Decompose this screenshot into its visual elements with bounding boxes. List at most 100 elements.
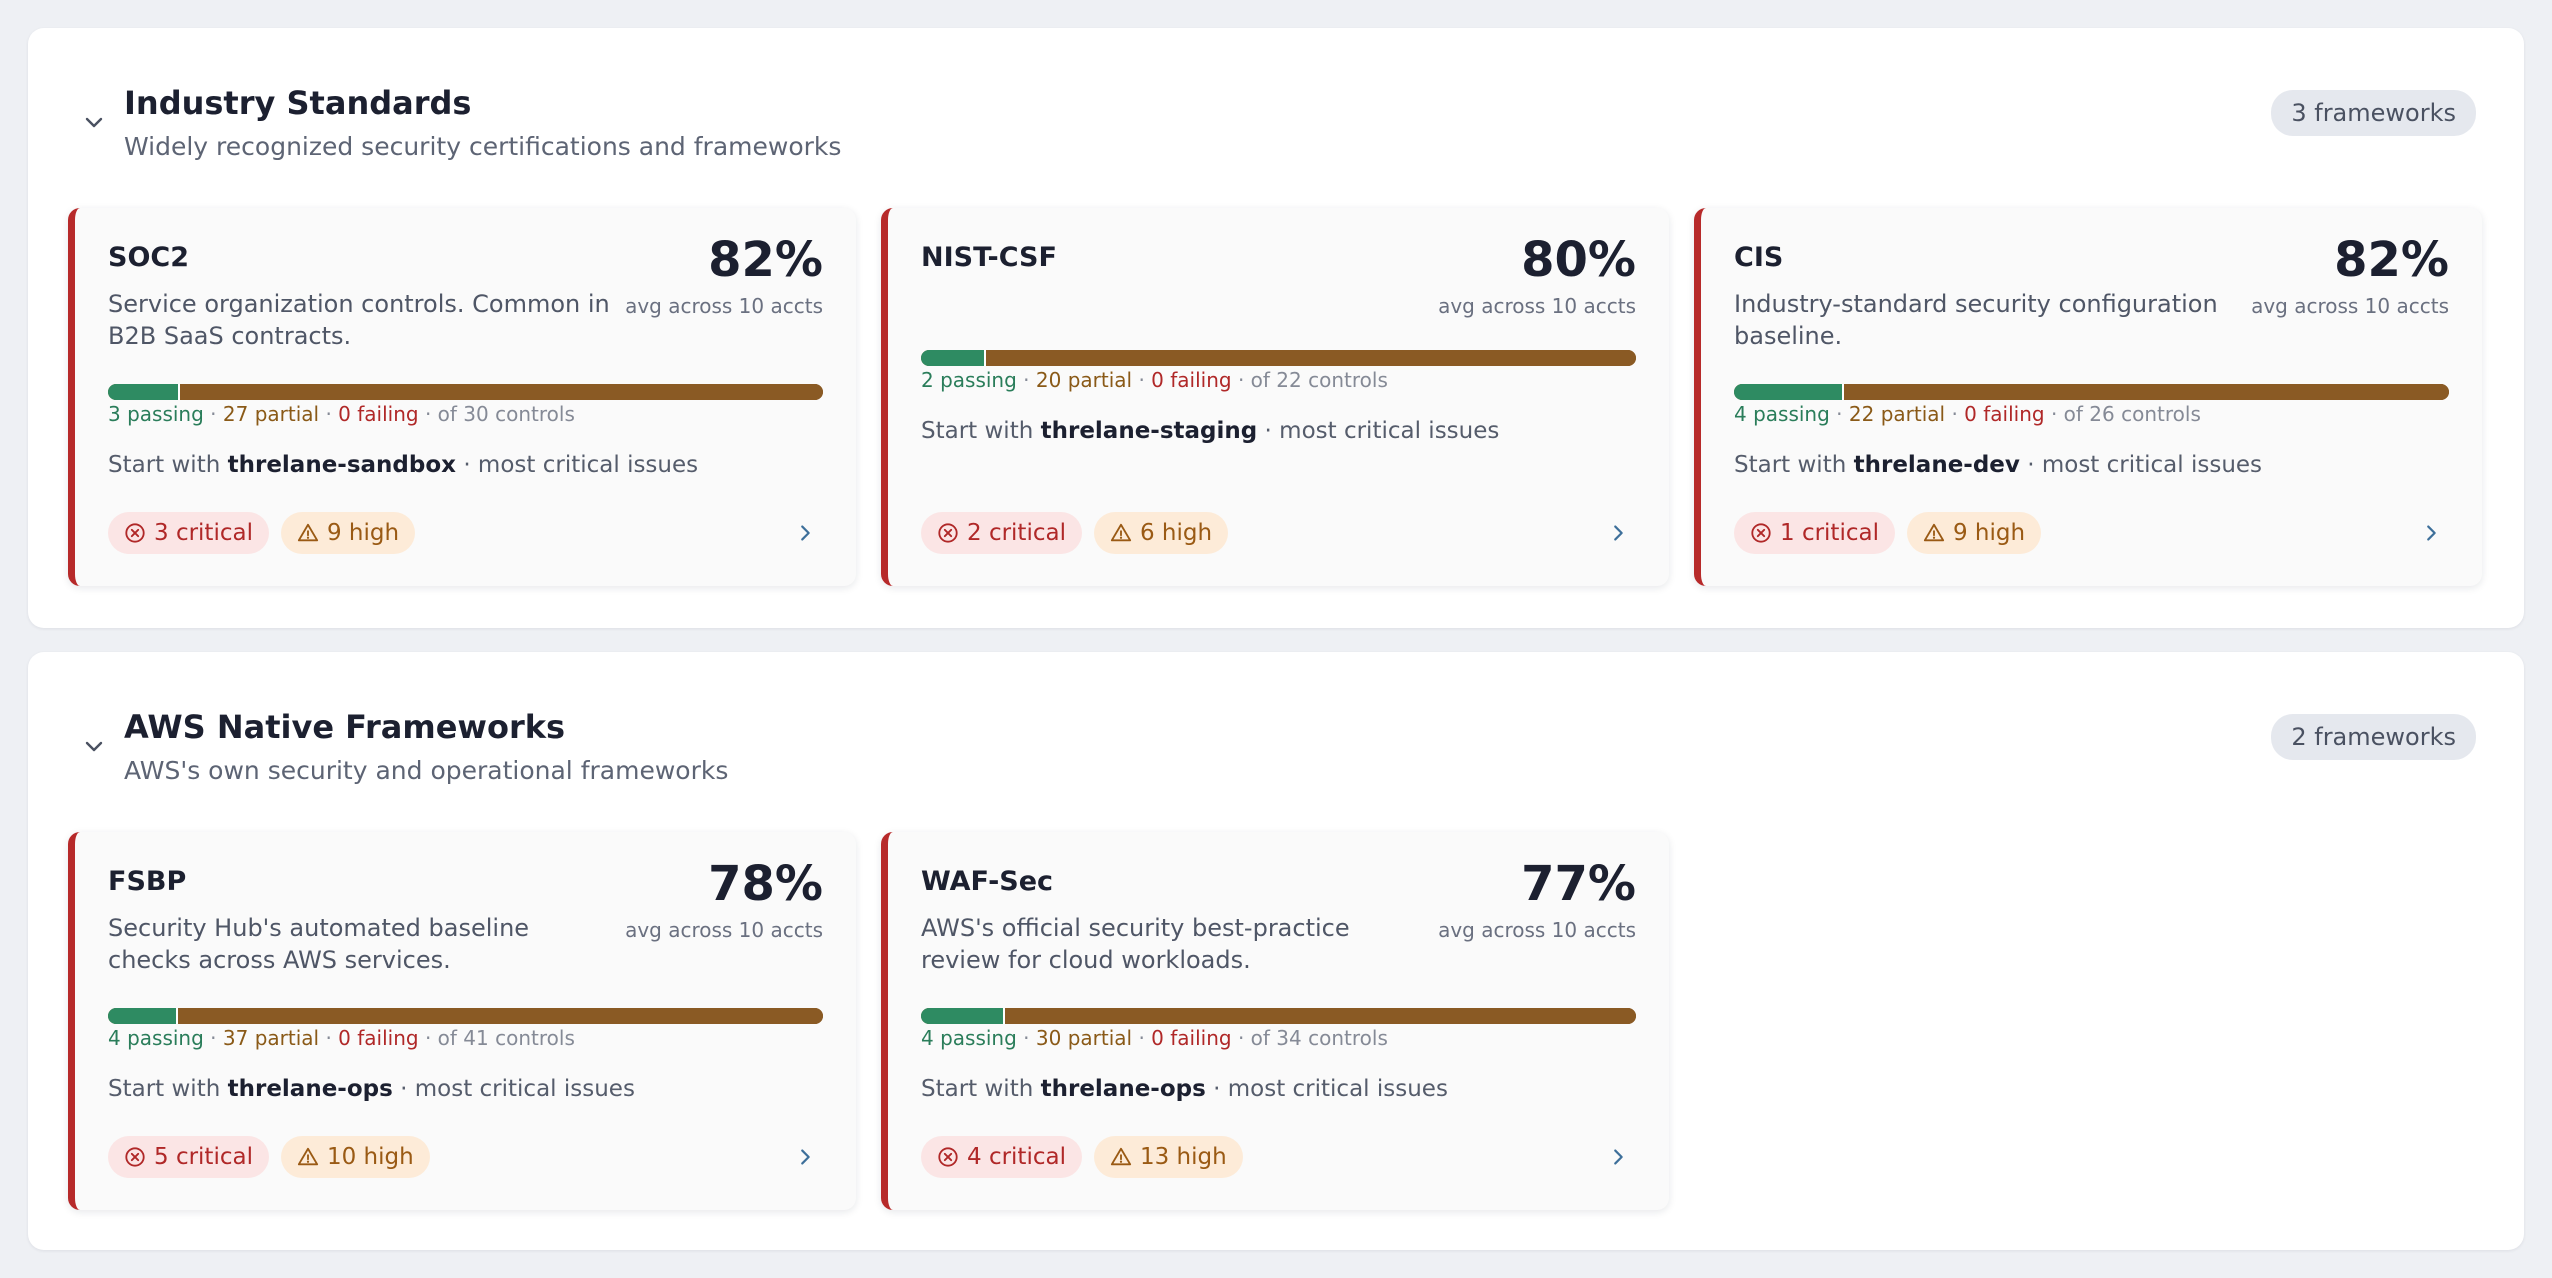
passing-count: 4 passing — [1734, 402, 1830, 426]
high-badge: 9 high — [280, 512, 416, 554]
progress-passing — [108, 1008, 178, 1024]
framework-name: WAF-Sec — [921, 866, 1054, 897]
framework-description: AWS's official security best-practice re… — [921, 914, 1350, 974]
failing-count: 0 failing — [1964, 402, 2045, 426]
warning-triangle-icon — [297, 1146, 319, 1168]
controls-stats: 4 passing · 30 partial · 0 failing · of … — [921, 1026, 1388, 1050]
controls-progress-bar — [108, 1008, 823, 1024]
start-with-hint: Start with threlane-staging · most criti… — [921, 418, 1499, 444]
x-circle-icon — [1750, 522, 1772, 544]
issue-badges: 3 critical 9 high — [108, 512, 416, 554]
critical-badge: 2 critical — [921, 512, 1082, 554]
start-account: threlane-dev — [1853, 452, 2020, 478]
start-suffix: · most critical issues — [1264, 418, 1500, 444]
start-prefix: Start with — [921, 1076, 1034, 1102]
chevron-right-icon[interactable] — [790, 1142, 820, 1172]
controls-progress-bar — [1734, 384, 2449, 400]
start-prefix: Start with — [921, 418, 1034, 444]
total-controls: of 41 controls — [437, 1026, 575, 1050]
high-count: 9 high — [1952, 520, 2026, 546]
controls-stats: 2 passing · 20 partial · 0 failing · of … — [921, 368, 1388, 392]
compliance-percent: 78% — [708, 856, 823, 912]
critical-count: 5 critical — [154, 1144, 253, 1170]
framework-count-badge: 2 frameworks — [2271, 714, 2476, 760]
chevron-right-icon[interactable] — [1603, 518, 1633, 548]
x-circle-icon — [124, 522, 146, 544]
avg-label: avg across 10 accts — [1438, 918, 1636, 942]
partial-count: 37 partial — [222, 1026, 320, 1050]
section-subtitle: AWS's own security and operational frame… — [124, 756, 729, 785]
controls-progress-bar — [108, 384, 823, 400]
framework-card-waf-sec[interactable]: WAF-Sec AWS's official security best-pra… — [881, 832, 1669, 1210]
progress-partial — [1005, 1008, 1636, 1024]
section-title: Industry Standards — [124, 84, 472, 122]
progress-partial — [1844, 384, 2449, 400]
start-with-hint: Start with threlane-sandbox · most criti… — [108, 452, 698, 478]
issue-badges: 2 critical 6 high — [921, 512, 1229, 554]
framework-count-badge: 3 frameworks — [2271, 90, 2476, 136]
start-account: threlane-ops — [1040, 1076, 1206, 1102]
framework-card-soc2[interactable]: SOC2 Service organization controls. Comm… — [68, 208, 856, 586]
failing-count: 0 failing — [1151, 368, 1232, 392]
issue-badges: 5 critical 10 high — [108, 1136, 430, 1178]
issue-badges: 4 critical 13 high — [921, 1136, 1243, 1178]
section-header: Industry Standards Widely recognized sec… — [28, 28, 2524, 208]
failing-count: 0 failing — [338, 1026, 419, 1050]
framework-card-cis[interactable]: CIS Industry-standard security configura… — [1694, 208, 2482, 586]
critical-badge: 3 critical — [108, 512, 269, 554]
critical-badge: 4 critical — [921, 1136, 1082, 1178]
progress-passing — [921, 1008, 1006, 1024]
section-aws-native-frameworks: AWS Native Frameworks AWS's own security… — [28, 652, 2524, 1250]
controls-stats: 3 passing · 27 partial · 0 failing · of … — [108, 402, 575, 426]
start-with-hint: Start with threlane-dev · most critical … — [1734, 452, 2262, 478]
compliance-percent: 82% — [2334, 232, 2449, 288]
progress-passing — [1734, 384, 1844, 400]
start-with-hint: Start with threlane-ops · most critical … — [921, 1076, 1448, 1102]
section-header: AWS Native Frameworks AWS's own security… — [28, 652, 2524, 832]
high-badge: 6 high — [1093, 512, 1229, 554]
framework-description: Service organization controls. Common in… — [108, 290, 610, 350]
total-controls: of 34 controls — [1250, 1026, 1388, 1050]
controls-stats: 4 passing · 37 partial · 0 failing · of … — [108, 1026, 575, 1050]
start-with-hint: Start with threlane-ops · most critical … — [108, 1076, 635, 1102]
start-prefix: Start with — [108, 1076, 221, 1102]
passing-count: 3 passing — [108, 402, 204, 426]
partial-count: 27 partial — [222, 402, 320, 426]
total-controls: of 22 controls — [1250, 368, 1388, 392]
total-controls: of 26 controls — [2063, 402, 2201, 426]
high-badge: 13 high — [1093, 1136, 1243, 1178]
progress-passing — [921, 350, 986, 366]
chevron-down-icon[interactable] — [76, 728, 112, 764]
framework-description: Security Hub's automated baseline checks… — [108, 914, 530, 974]
critical-count: 3 critical — [154, 520, 253, 546]
compliance-percent: 82% — [708, 232, 823, 288]
high-badge: 10 high — [280, 1136, 430, 1178]
progress-partial — [986, 350, 1636, 366]
avg-label: avg across 10 accts — [625, 918, 823, 942]
high-count: 13 high — [1139, 1144, 1227, 1170]
avg-label: avg across 10 accts — [625, 294, 823, 318]
chevron-right-icon[interactable] — [1603, 1142, 1633, 1172]
chevron-down-icon[interactable] — [76, 104, 112, 140]
controls-stats: 4 passing · 22 partial · 0 failing · of … — [1734, 402, 2201, 426]
progress-passing — [108, 384, 180, 400]
warning-triangle-icon — [1110, 1146, 1132, 1168]
controls-progress-bar — [921, 350, 1636, 366]
warning-triangle-icon — [1110, 522, 1132, 544]
chevron-right-icon[interactable] — [790, 518, 820, 548]
high-count: 9 high — [326, 520, 400, 546]
framework-name: CIS — [1734, 242, 1784, 273]
critical-count: 4 critical — [967, 1144, 1066, 1170]
passing-count: 4 passing — [108, 1026, 204, 1050]
framework-description: Industry-standard security configuration… — [1734, 290, 2218, 350]
start-prefix: Start with — [1734, 452, 1847, 478]
start-account: threlane-staging — [1040, 418, 1258, 444]
chevron-right-icon[interactable] — [2416, 518, 2446, 548]
start-suffix: · most critical issues — [1213, 1076, 1448, 1102]
framework-card-nist-csf[interactable]: NIST-CSF 80% avg across 10 accts 2 passi… — [881, 208, 1669, 586]
start-prefix: Start with — [108, 452, 221, 478]
critical-badge: 5 critical — [108, 1136, 269, 1178]
compliance-percent: 80% — [1521, 232, 1636, 288]
framework-card-fsbp[interactable]: FSBP Security Hub's automated baseline c… — [68, 832, 856, 1210]
section-title: AWS Native Frameworks — [124, 708, 566, 746]
